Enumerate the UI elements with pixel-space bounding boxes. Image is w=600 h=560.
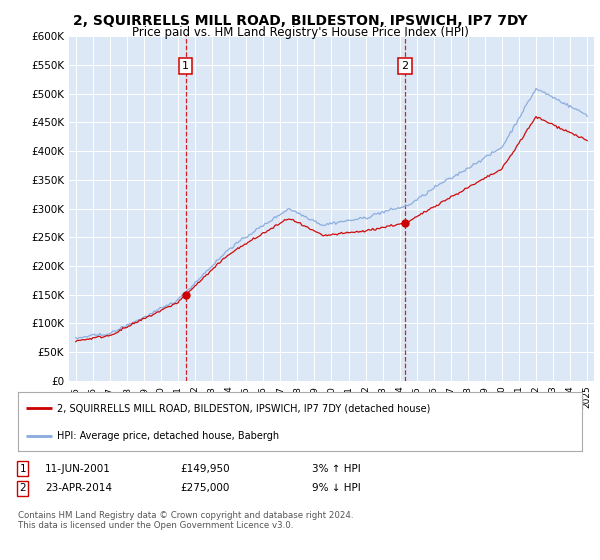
Text: 2, SQUIRRELLS MILL ROAD, BILDESTON, IPSWICH, IP7 7DY: 2, SQUIRRELLS MILL ROAD, BILDESTON, IPSW… [73,14,527,28]
Text: HPI: Average price, detached house, Babergh: HPI: Average price, detached house, Babe… [58,431,280,441]
Text: 2: 2 [19,483,26,493]
Text: £149,950: £149,950 [180,464,230,474]
Text: 9% ↓ HPI: 9% ↓ HPI [312,483,361,493]
Text: 11-JUN-2001: 11-JUN-2001 [45,464,111,474]
Text: 3% ↑ HPI: 3% ↑ HPI [312,464,361,474]
Text: 1: 1 [182,60,189,71]
Text: 23-APR-2014: 23-APR-2014 [45,483,112,493]
Text: Contains HM Land Registry data © Crown copyright and database right 2024.
This d: Contains HM Land Registry data © Crown c… [18,511,353,530]
Text: £275,000: £275,000 [180,483,229,493]
Text: 1: 1 [19,464,26,474]
Text: 2, SQUIRRELLS MILL ROAD, BILDESTON, IPSWICH, IP7 7DY (detached house): 2, SQUIRRELLS MILL ROAD, BILDESTON, IPSW… [58,403,431,413]
Text: Price paid vs. HM Land Registry's House Price Index (HPI): Price paid vs. HM Land Registry's House … [131,26,469,39]
Text: 2: 2 [401,60,409,71]
